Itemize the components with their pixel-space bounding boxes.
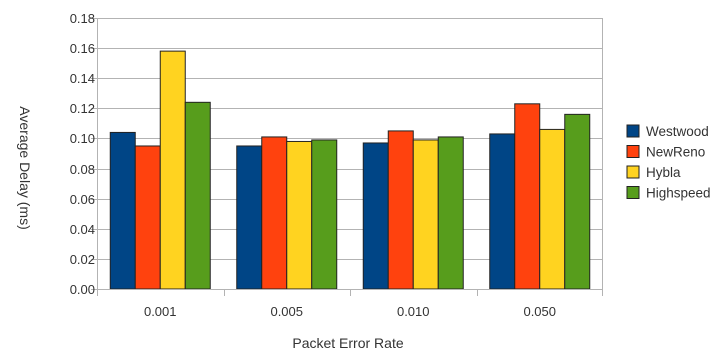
legend: Westwood NewReno Hybla Highspeed	[626, 124, 711, 201]
bar-westwood-0.050	[489, 133, 516, 290]
bar-highspeed-0.001	[184, 101, 211, 290]
x-tick-label: 0.001	[144, 304, 177, 319]
legend-label-westwood: Westwood	[646, 124, 709, 139]
bar-newreno-0.001	[134, 145, 161, 290]
bar-newreno-0.010	[387, 130, 414, 290]
y-tick-label: 0.02	[70, 252, 95, 267]
y-tick-label: 0.00	[70, 282, 95, 297]
y-tick-label: 0.10	[70, 131, 95, 146]
bar-highspeed-0.050	[564, 113, 591, 290]
y-axis-title: Average Delay (ms)	[17, 106, 33, 229]
bar-hybla-0.050	[539, 128, 566, 290]
bar-hybla-0.005	[286, 140, 313, 290]
bar-westwood-0.005	[236, 145, 263, 290]
bar-hybla-0.001	[159, 50, 186, 290]
bar-westwood-0.001	[109, 131, 136, 290]
x-tick-label: 0.010	[397, 304, 430, 319]
legend-swatch-highspeed	[626, 186, 640, 199]
bar-newreno-0.050	[514, 103, 541, 290]
x-axis-title: Packet Error Rate	[292, 335, 403, 351]
y-tick-label: 0.12	[70, 101, 95, 116]
y-tick-label: 0.14	[70, 71, 95, 86]
bars	[109, 50, 591, 290]
legend-label-hybla: Hybla	[646, 165, 681, 180]
x-tick-label: 0.005	[270, 304, 303, 319]
y-tick-label: 0.18	[70, 11, 95, 26]
bar-westwood-0.010	[362, 142, 389, 290]
y-tick-label: 0.08	[70, 162, 95, 177]
x-tick-label: 0.050	[523, 304, 556, 319]
legend-label-highspeed: Highspeed	[646, 186, 711, 201]
bar-highspeed-0.010	[437, 136, 464, 290]
axes: 0.00 0.02 0.04 0.06 0.08 0.10 0.12 0.14 0.16 0.18…	[70, 11, 603, 319]
legend-swatch-newreno	[626, 145, 640, 158]
y-tick-label: 0.06	[70, 192, 95, 207]
legend-swatch-westwood	[626, 124, 640, 138]
bar-highspeed-0.005	[311, 139, 338, 290]
y-tick-label: 0.16	[70, 41, 95, 56]
legend-label-newreno: NewReno	[646, 145, 705, 160]
y-tick-label: 0.04	[70, 222, 95, 237]
legend-swatch-hybla	[626, 165, 640, 179]
bar-newreno-0.005	[261, 136, 288, 290]
bar-hybla-0.010	[412, 139, 439, 290]
